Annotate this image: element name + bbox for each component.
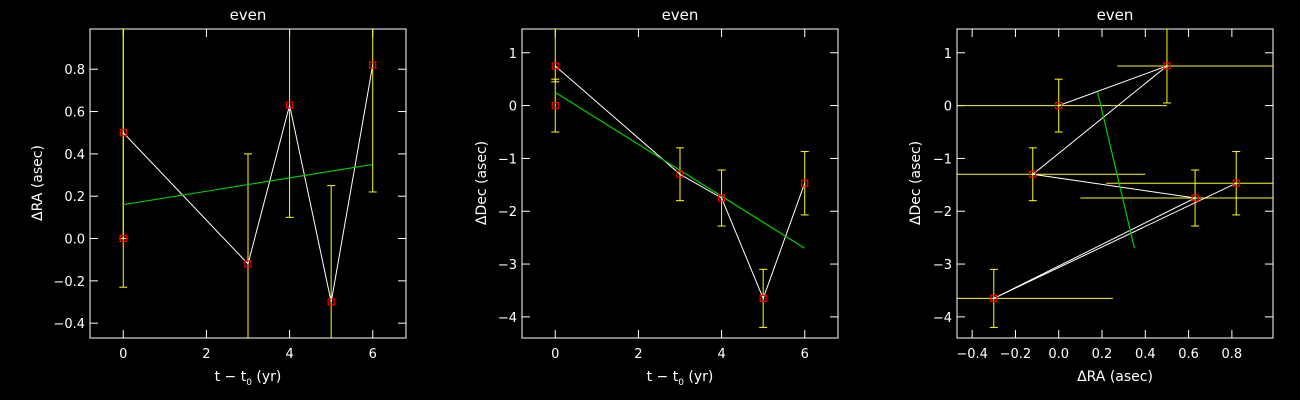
y-axis-label: ΔDec (asec) [908, 141, 924, 225]
data-point-marker [119, 129, 127, 137]
y-tick-label: −3 [498, 258, 517, 273]
plot-frame [521, 28, 839, 339]
y-tick-label: 0.0 [64, 233, 85, 248]
data-point-marker [369, 61, 377, 69]
x-tick-label: 0.6 [1178, 347, 1199, 362]
panel-ra-vs-time: even ΔRA (asec) t − t0 (yr) 0 2 4 6 −0.4 −0.2… [30, 6, 407, 388]
x-tick-label: 0.0 [1048, 347, 1069, 362]
x-tick-label: 6 [801, 347, 809, 362]
y-tick-label: −3 [933, 258, 952, 273]
y-tick-label: −1 [933, 152, 952, 167]
y-tick-label: 0 [509, 100, 517, 115]
connect-line [554, 65, 806, 300]
x-tick-label: −0.2 [1000, 347, 1032, 362]
y-tick-label: 0.2 [64, 190, 85, 205]
x-axis-label: t − t0 (yr) [215, 369, 282, 388]
data-point-marker [119, 234, 127, 243]
connect-line [122, 64, 374, 303]
data-point-marker [285, 101, 294, 109]
connect-line [993, 65, 1237, 299]
y-tick-label: 1 [944, 47, 952, 62]
data-point-marker [1232, 179, 1240, 187]
y-tick-label: 0 [944, 100, 952, 115]
plot-area [957, 29, 1273, 328]
x-tick-label: 4 [717, 347, 725, 362]
data-point-marker [551, 62, 559, 70]
x-tick-label: 0 [119, 347, 127, 362]
fit-line [123, 163, 373, 206]
panel-title: even [230, 6, 267, 24]
y-tick-label: −2 [933, 205, 952, 220]
data-point-marker [327, 298, 335, 306]
x-tick-label: 4 [285, 347, 293, 362]
y-tick-label: −1 [498, 152, 517, 167]
data-point-marker [244, 260, 252, 268]
x-tick-label: 0.4 [1135, 347, 1156, 362]
y-tick-label: 0.8 [64, 63, 85, 78]
data-point-marker [801, 179, 809, 187]
y-axis-label: ΔDec (asec) [474, 141, 490, 225]
fit-line [554, 91, 806, 249]
panel-dec-vs-ra: even ΔDec (asec) ΔRA (asec) −0.4 −0.2 0.0 0… [908, 6, 1274, 385]
y-tick-label: −4 [933, 311, 952, 326]
data-point-marker [1163, 62, 1171, 70]
x-tick-label: 2 [634, 347, 642, 362]
x-tick-label: 0 [551, 347, 559, 362]
panel-dec-vs-time: even ΔDec (asec) t − t0 (yr) 0 2 4 6 −4 −3 −2 −… [474, 6, 839, 388]
x-axis-label: t − t0 (yr) [647, 369, 714, 388]
x-tick-label: 2 [202, 347, 210, 362]
panel-title: even [1097, 6, 1134, 24]
x-tick-label: 0.8 [1222, 347, 1243, 362]
data-point-marker [676, 170, 684, 178]
x-tick-label: 0.2 [1092, 347, 1113, 362]
fit-line [1097, 92, 1136, 249]
x-tick-label: 6 [369, 347, 377, 362]
y-tick-label: 0.4 [64, 148, 85, 163]
y-tick-label: −2 [498, 205, 517, 220]
y-axis-label: ΔRA (asec) [30, 145, 46, 221]
y-tick-label: −0.2 [53, 275, 85, 290]
x-tick-label: −0.4 [956, 347, 988, 362]
x-axis-label: ΔRA (asec) [1077, 369, 1153, 385]
data-point-marker [990, 294, 998, 302]
plot-area [551, 29, 809, 328]
data-point-marker [1191, 194, 1199, 202]
y-tick-label: −4 [498, 311, 517, 326]
plot-area [119, 29, 377, 338]
panel-title: even [662, 6, 699, 24]
data-point-marker [1055, 101, 1063, 110]
data-point-marker [1029, 170, 1037, 178]
data-point-marker [759, 294, 767, 302]
y-tick-label: 1 [509, 47, 517, 62]
data-point-marker [551, 101, 559, 110]
data-point-marker [717, 194, 726, 202]
y-tick-label: 0.6 [64, 106, 85, 121]
y-tick-label: −0.4 [53, 317, 85, 332]
